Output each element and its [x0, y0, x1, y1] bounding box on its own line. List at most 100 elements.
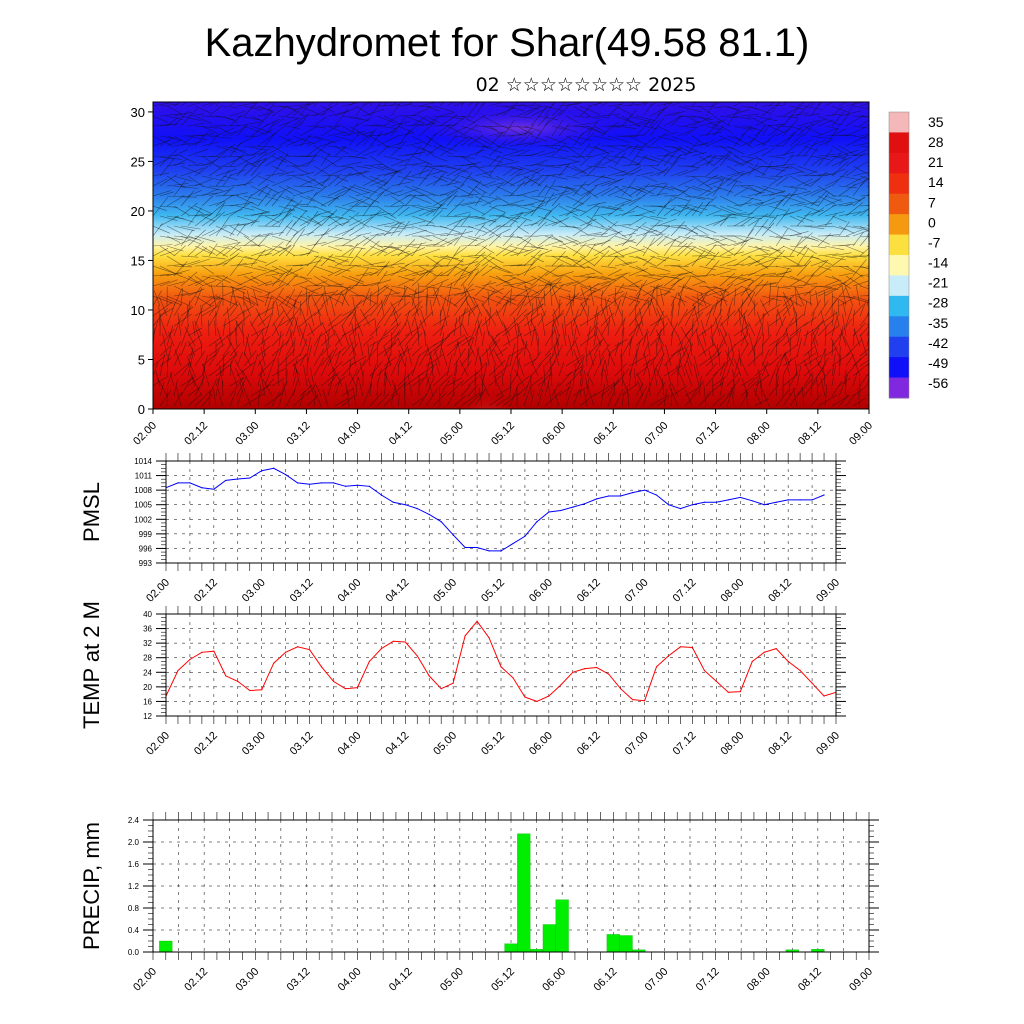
- wind-trace: [810, 225, 833, 228]
- wind-trace: [194, 205, 213, 215]
- wind-trace: [600, 320, 611, 337]
- wind-trace: [383, 170, 399, 187]
- wind-trace: [789, 321, 808, 337]
- wind-trace: [663, 236, 681, 247]
- data-point: [643, 489, 646, 491]
- wind-trace: [201, 265, 215, 275]
- wind-trace: [537, 175, 549, 187]
- wind-trace: [390, 301, 399, 317]
- wind-trace: [768, 175, 784, 177]
- wind-trace: [565, 336, 578, 357]
- wind-trace: [362, 177, 379, 187]
- data-point: [213, 488, 215, 490]
- wind-trace: [866, 155, 869, 157]
- wind-trace: [215, 216, 230, 237]
- wind-trace: [824, 179, 839, 187]
- wind-trace: [467, 205, 486, 215]
- wind-trace: [684, 225, 699, 237]
- wind-trace: [278, 153, 289, 167]
- wind-trace: [157, 378, 168, 397]
- wind-trace: [250, 248, 273, 257]
- wind-trace: [754, 363, 770, 377]
- wind-trace: [782, 355, 799, 367]
- wind-trace: [474, 346, 480, 367]
- wind-trace: [670, 299, 675, 317]
- wind-trace: [600, 215, 617, 227]
- wind-trace: [271, 391, 280, 407]
- wind-trace: [817, 119, 833, 127]
- wind-trace: [775, 365, 779, 387]
- data-point: [584, 668, 586, 670]
- data-point: [213, 650, 215, 652]
- wind-trace: [768, 235, 789, 240]
- wind-trace: [726, 251, 744, 257]
- wind-trace: [250, 285, 270, 294]
- wind-trace: [803, 170, 818, 177]
- wind-trace: [187, 113, 204, 117]
- wind-trace: [719, 145, 740, 158]
- wind-trace: [768, 245, 785, 257]
- wind-trace: [271, 209, 295, 217]
- wind-trace: [229, 304, 239, 317]
- wind-trace: [397, 187, 420, 197]
- x-tick-label: 04.00: [336, 966, 364, 994]
- data-point: [620, 688, 622, 690]
- wind-trace: [355, 267, 370, 287]
- wind-trace: [355, 165, 372, 170]
- wind-trace: [607, 342, 622, 357]
- wind-trace: [453, 201, 475, 207]
- wind-trace: [208, 135, 233, 139]
- x-tick-label: 06.12: [591, 966, 619, 994]
- wind-trace: [194, 295, 212, 307]
- wind-trace: [712, 393, 726, 407]
- wind-trace: [759, 385, 770, 407]
- wind-trace: [502, 294, 520, 307]
- wind-trace: [572, 308, 579, 327]
- wind-trace: [824, 234, 840, 237]
- wind-trace: [726, 180, 738, 197]
- wind-trace: [656, 197, 673, 217]
- wind-trace: [691, 175, 712, 189]
- wind-trace: [526, 317, 532, 337]
- wind-trace: [656, 183, 668, 197]
- wind-trace: [614, 299, 621, 317]
- wind-trace: [796, 247, 810, 267]
- wind-trace: [180, 362, 192, 377]
- wind-trace: [782, 188, 798, 207]
- wind-trace: [648, 373, 651, 397]
- wind-trace: [866, 132, 869, 137]
- wind-trace: [299, 245, 319, 254]
- wind-trace: [271, 300, 275, 317]
- wind-trace: [817, 285, 839, 290]
- wind-trace: [453, 265, 472, 274]
- wind-trace: [306, 145, 321, 157]
- wind-trace: [299, 385, 313, 397]
- wind-trace: [411, 155, 433, 166]
- wind-trace: [691, 234, 710, 237]
- wind-trace: [488, 131, 506, 137]
- wind-trace: [159, 357, 172, 367]
- wind-trace: [698, 175, 723, 180]
- wind-trace: [621, 115, 641, 128]
- wind-trace: [446, 258, 464, 277]
- y-tick-label: 20: [131, 204, 145, 219]
- wind-trace: [411, 346, 423, 357]
- wind-trace: [775, 115, 799, 119]
- precip-bar: [159, 940, 173, 953]
- wind-trace: [236, 295, 256, 306]
- wind-trace: [208, 149, 228, 167]
- wind-trace: [348, 226, 365, 237]
- wind-trace: [712, 285, 729, 293]
- wind-trace: [362, 233, 379, 247]
- wind-trace: [236, 244, 257, 247]
- wind-trace: [446, 297, 452, 317]
- wind-trace: [782, 330, 800, 347]
- data-point: [500, 666, 502, 668]
- wind-trace: [677, 352, 682, 377]
- wind-trace: [684, 105, 706, 108]
- wind-trace: [565, 366, 582, 377]
- wind-trace: [390, 254, 410, 267]
- wind-trace: [432, 338, 444, 357]
- wind-trace: [298, 324, 308, 347]
- wind-trace: [208, 189, 231, 197]
